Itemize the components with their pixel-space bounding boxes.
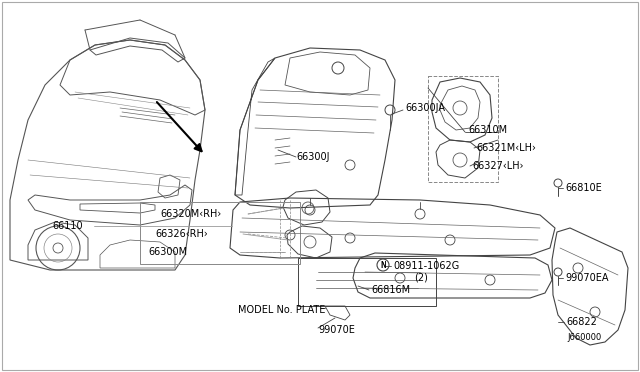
Text: 66310M: 66310M: [468, 125, 507, 135]
Text: MODEL No. PLATE: MODEL No. PLATE: [238, 305, 325, 315]
Bar: [428, 76, 498, 182]
Text: 66816M: 66816M: [371, 285, 410, 295]
Text: J660000: J660000: [567, 333, 601, 341]
Text: 99070E: 99070E: [318, 325, 355, 335]
Text: 66300JA: 66300JA: [405, 103, 445, 113]
Text: N: N: [380, 260, 386, 269]
Text: 66321M‹LH›: 66321M‹LH›: [476, 143, 536, 153]
Text: 66326‹RH›: 66326‹RH›: [155, 229, 208, 239]
Bar: [298, 258, 436, 306]
Text: (2): (2): [414, 273, 428, 283]
Text: 66300M: 66300M: [148, 247, 187, 257]
Text: 66810E: 66810E: [565, 183, 602, 193]
Text: 66110: 66110: [52, 221, 83, 231]
Text: 66300J: 66300J: [296, 152, 330, 162]
Text: 66327‹LH›: 66327‹LH›: [472, 161, 524, 171]
Text: 66822: 66822: [566, 317, 597, 327]
Text: 99070EA: 99070EA: [565, 273, 609, 283]
Text: N: N: [380, 260, 386, 269]
Text: 08911-1062G: 08911-1062G: [393, 261, 460, 271]
Bar: [140, 202, 300, 264]
Text: 66320M‹RH›: 66320M‹RH›: [160, 209, 221, 219]
